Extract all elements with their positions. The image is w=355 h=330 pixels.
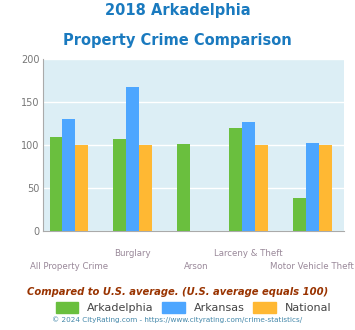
- Text: Property Crime Comparison: Property Crime Comparison: [63, 33, 292, 48]
- Text: Larceny & Theft: Larceny & Theft: [214, 249, 283, 258]
- Bar: [139, 145, 152, 231]
- Bar: [242, 122, 255, 231]
- Bar: [255, 145, 268, 231]
- Bar: [50, 137, 62, 231]
- Bar: [75, 145, 88, 231]
- Text: All Property Crime: All Property Crime: [30, 262, 108, 271]
- Bar: [177, 144, 190, 231]
- Bar: [306, 143, 319, 231]
- Legend: Arkadelphia, Arkansas, National: Arkadelphia, Arkansas, National: [56, 302, 331, 313]
- Bar: [126, 87, 139, 231]
- Bar: [293, 198, 306, 231]
- Text: Motor Vehicle Theft: Motor Vehicle Theft: [271, 262, 354, 271]
- Text: © 2024 CityRating.com - https://www.cityrating.com/crime-statistics/: © 2024 CityRating.com - https://www.city…: [53, 317, 302, 323]
- Text: Burglary: Burglary: [114, 249, 151, 258]
- Text: Compared to U.S. average. (U.S. average equals 100): Compared to U.S. average. (U.S. average …: [27, 287, 328, 297]
- Text: Arson: Arson: [184, 262, 209, 271]
- Bar: [113, 139, 126, 231]
- Text: 2018 Arkadelphia: 2018 Arkadelphia: [105, 3, 250, 18]
- Bar: [229, 128, 242, 231]
- Bar: [62, 118, 75, 231]
- Bar: [319, 145, 332, 231]
